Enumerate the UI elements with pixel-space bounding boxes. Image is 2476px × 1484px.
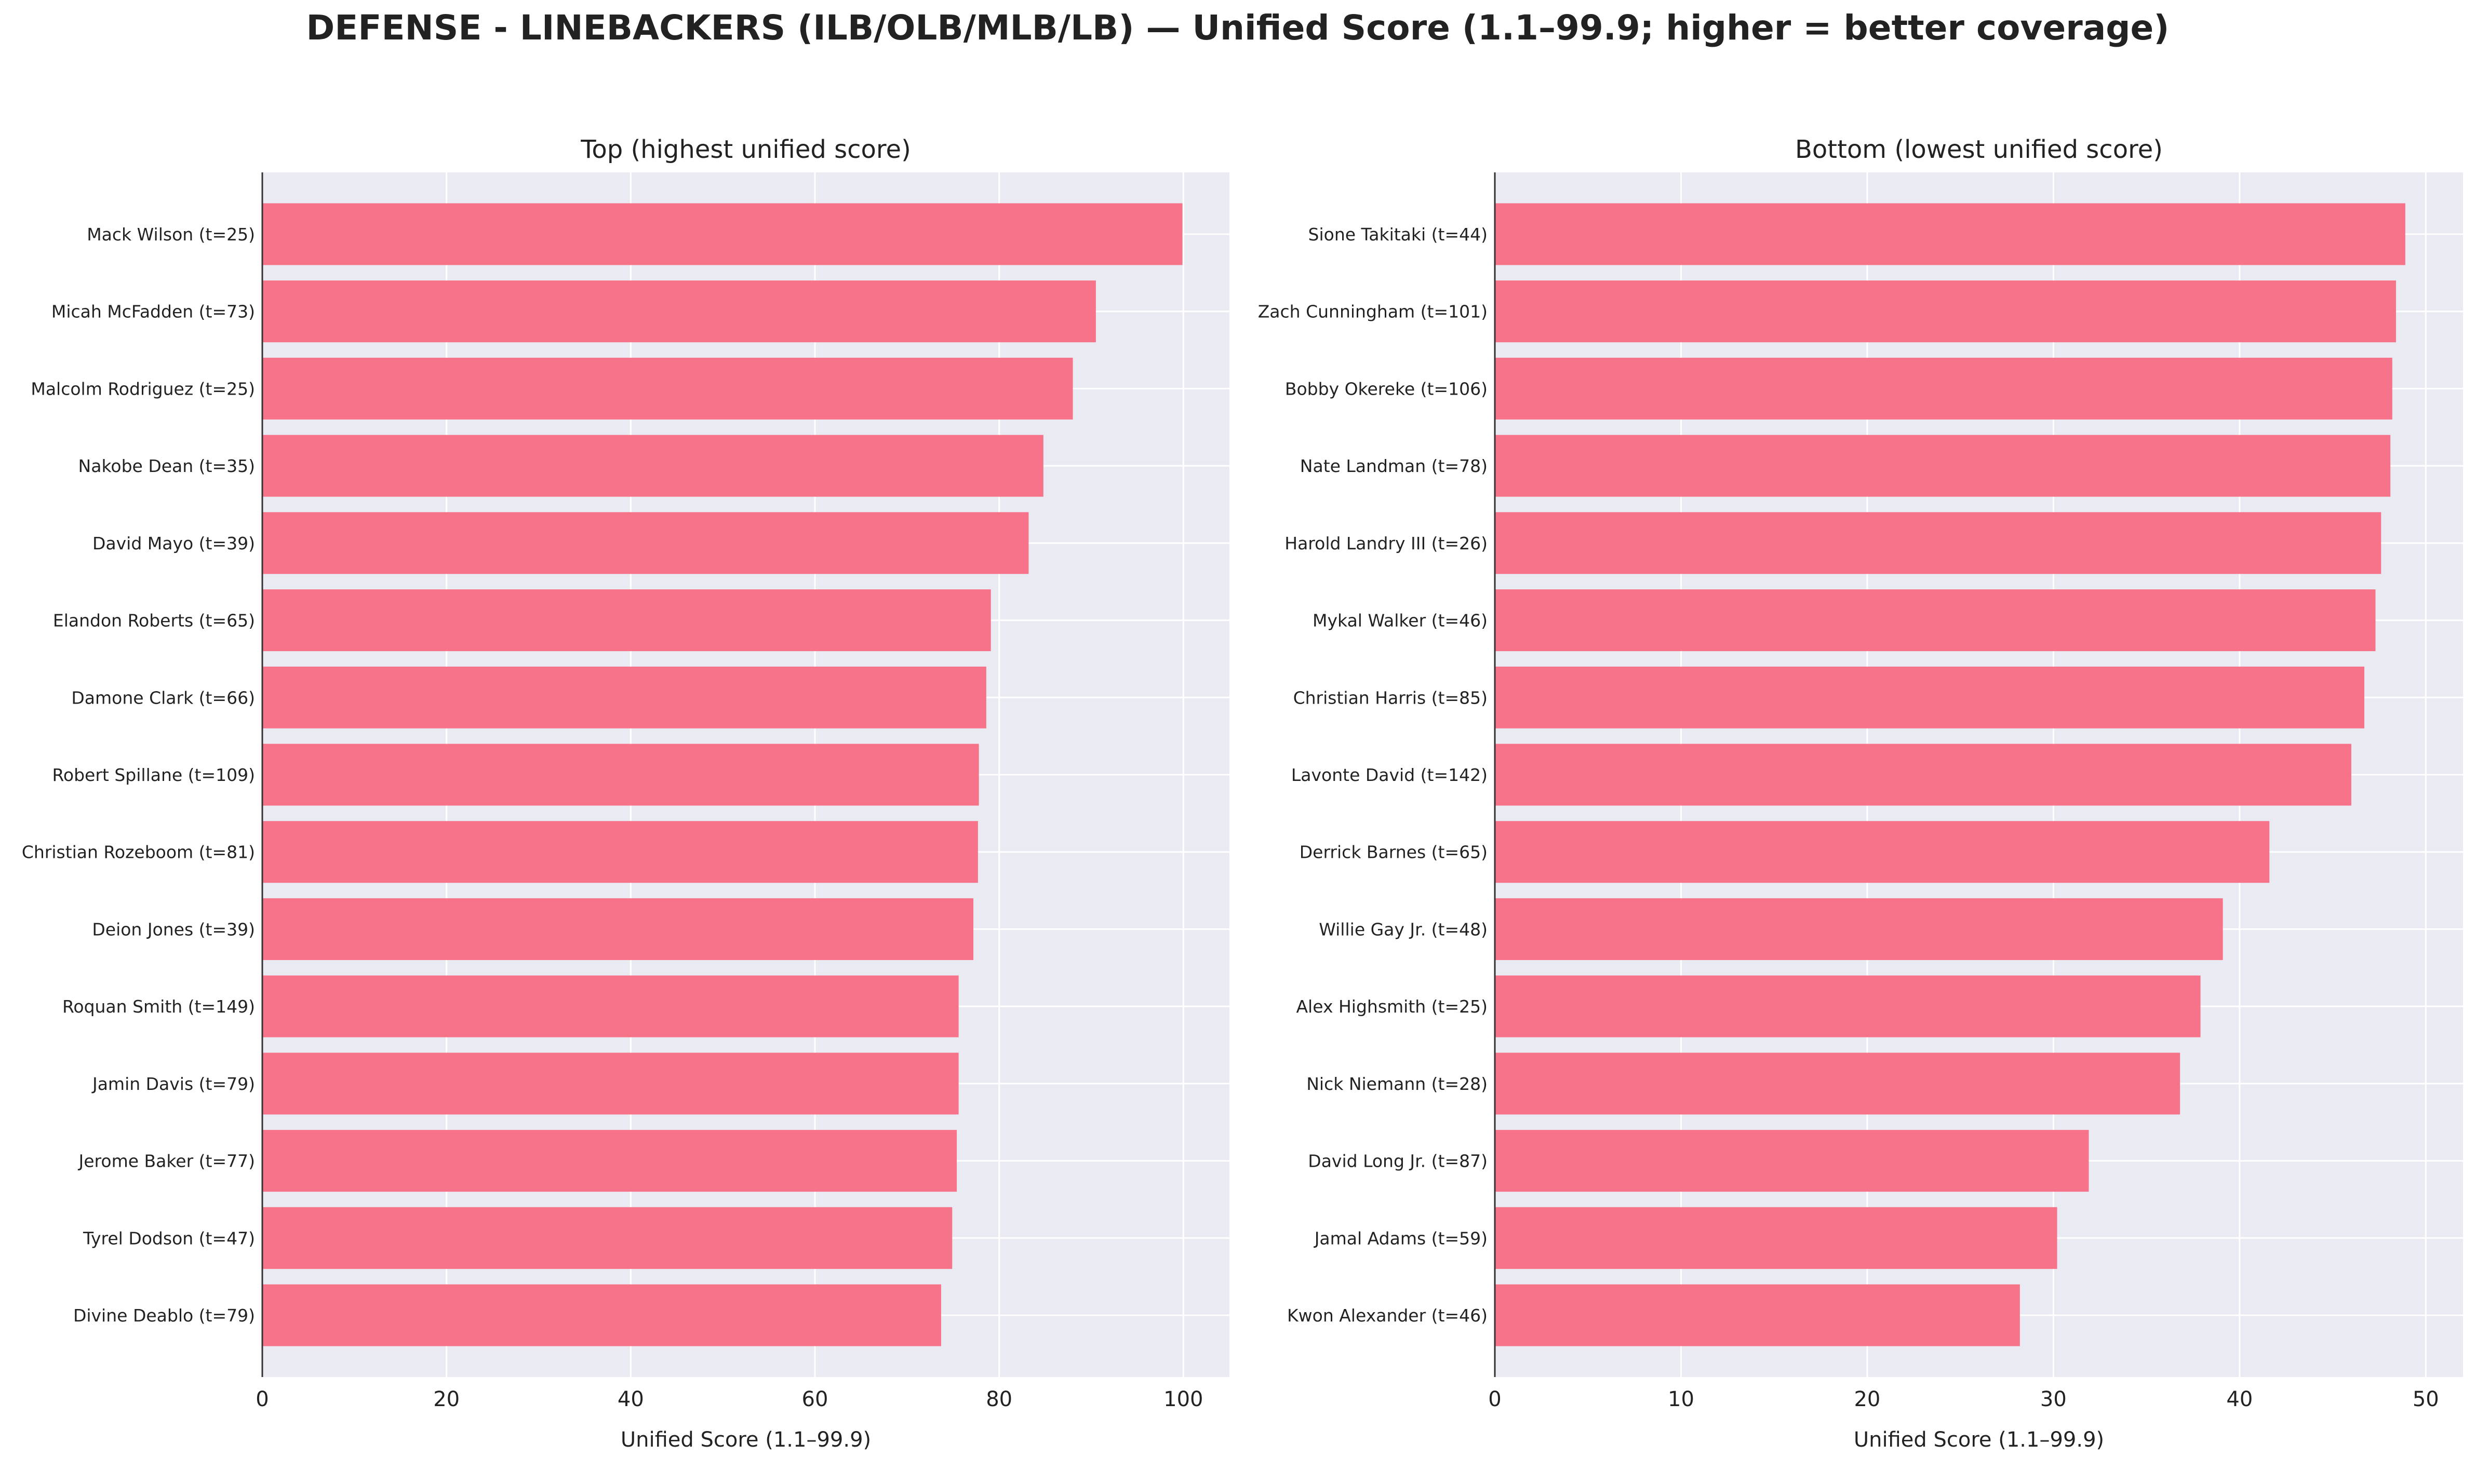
bottom-panel-title: Bottom (lowest unified score)	[1795, 135, 2163, 164]
bottom-bar	[1495, 666, 2365, 728]
bottom-bar	[1495, 280, 2396, 343]
bottom-category-label: Christian Harris (t=85)	[1293, 687, 1488, 708]
bottom-category-label: Zach Cunningham (t=101)	[1258, 302, 1488, 322]
bottom-category-label: Mykal Walker (t=46)	[1313, 611, 1488, 631]
top-bar	[262, 744, 979, 806]
top-category-label: Jamin Davis (t=79)	[91, 1074, 255, 1094]
bottom-category-label: Kwon Alexander (t=46)	[1287, 1305, 1488, 1326]
top-category-label: Deion Jones (t=39)	[92, 919, 255, 939]
top-x-tick-label: 100	[1163, 1387, 1203, 1411]
top-category-label: Malcolm Rodriguez (t=25)	[31, 379, 255, 399]
bottom-bar	[1495, 898, 2223, 960]
bottom-bar	[1495, 435, 2391, 497]
top-bar	[262, 1053, 959, 1115]
top-category-label: Micah McFadden (t=73)	[51, 302, 255, 322]
bottom-category-label: Lavonte David (t=142)	[1291, 765, 1488, 785]
bottom-x-tick-label: 20	[1854, 1387, 1880, 1411]
bottom-x-tick-label: 50	[2413, 1387, 2439, 1411]
top-bar	[262, 512, 1029, 574]
bottom-x-tick-label: 30	[2040, 1387, 2067, 1411]
bottom-category-label: David Long Jr. (t=87)	[1308, 1151, 1488, 1171]
bottom-category-label: Bobby Okereke (t=106)	[1285, 379, 1488, 399]
top-bar	[262, 666, 986, 728]
bottom-bar	[1495, 821, 2270, 883]
top-bar	[262, 1207, 953, 1269]
top-category-label: Elandon Roberts (t=65)	[53, 611, 255, 631]
top-category-label: Robert Spillane (t=109)	[52, 765, 255, 785]
bottom-category-label: Nate Landman (t=78)	[1300, 456, 1488, 476]
top-bar	[262, 975, 959, 1037]
top-bar	[262, 203, 1183, 265]
bottom-category-label: Jamal Adams (t=59)	[1314, 1228, 1488, 1248]
top-x-tick-label: 0	[256, 1387, 269, 1411]
top-bar	[262, 821, 978, 883]
top-scores-panel: 0 20 40 60 80 100 Mack Wilson (t=25) Micah McFa…	[22, 135, 1229, 1452]
bottom-category-label: Alex Highsmith (t=25)	[1296, 996, 1488, 1017]
bottom-category-label: Harold Landry III (t=26)	[1284, 533, 1488, 554]
top-x-tick-label: 40	[618, 1387, 644, 1411]
top-category-label: Christian Rozeboom (t=81)	[22, 842, 255, 862]
bottom-bar	[1495, 1053, 2180, 1115]
top-bar	[262, 280, 1096, 343]
top-category-label: David Mayo (t=39)	[92, 533, 255, 554]
top-bar	[262, 589, 991, 652]
top-bar	[262, 1130, 957, 1192]
top-bar	[262, 435, 1043, 497]
top-bar	[262, 898, 974, 960]
bottom-category-label: Nick Niemann (t=28)	[1306, 1074, 1488, 1094]
top-category-label: Damone Clark (t=66)	[71, 687, 255, 708]
top-x-tick-label: 60	[802, 1387, 828, 1411]
top-category-label: Tyrel Dodson (t=47)	[83, 1228, 255, 1248]
bottom-x-axis-label: Unified Score (1.1–99.9)	[1854, 1428, 2104, 1452]
bottom-bar	[1495, 357, 2392, 420]
bottom-bar	[1495, 975, 2201, 1037]
bottom-bar	[1495, 589, 2376, 652]
top-category-label: Mack Wilson (t=25)	[87, 224, 255, 245]
bottom-bar	[1495, 744, 2351, 806]
bottom-bar	[1495, 1284, 2020, 1346]
bottom-category-label: Sione Takitaki (t=44)	[1308, 224, 1488, 245]
top-category-label: Roquan Smith (t=149)	[62, 996, 255, 1017]
bottom-category-label: Willie Gay Jr. (t=48)	[1319, 919, 1488, 939]
top-category-label: Nakobe Dean (t=35)	[78, 456, 255, 476]
bottom-x-tick-label: 40	[2226, 1387, 2253, 1411]
top-category-label: Jerome Baker (t=77)	[78, 1151, 256, 1171]
top-x-tick-label: 20	[433, 1387, 460, 1411]
top-x-axis-label: Unified Score (1.1–99.9)	[621, 1428, 871, 1452]
figure-title: DEFENSE - LINEBACKERS (ILB/OLB/MLB/LB) —…	[306, 8, 2170, 48]
bottom-x-tick-label: 0	[1488, 1387, 1501, 1411]
top-panel-title: Top (highest unified score)	[580, 135, 911, 164]
bottom-category-label: Derrick Barnes (t=65)	[1300, 842, 1488, 862]
bottom-bar	[1495, 1207, 2057, 1269]
top-bar	[262, 1284, 941, 1346]
bottom-x-tick-label: 10	[1668, 1387, 1694, 1411]
top-x-tick-label: 80	[986, 1387, 1012, 1411]
bottom-bar	[1495, 512, 2381, 574]
bottom-scores-panel: 0 10 20 30 40 50 Sione Takitaki (t=44) Zach Cun…	[1258, 135, 2463, 1452]
top-bar	[262, 357, 1073, 420]
top-category-label: Divine Deablo (t=79)	[73, 1305, 255, 1326]
bottom-bar	[1495, 203, 2405, 265]
bottom-bar	[1495, 1130, 2089, 1192]
